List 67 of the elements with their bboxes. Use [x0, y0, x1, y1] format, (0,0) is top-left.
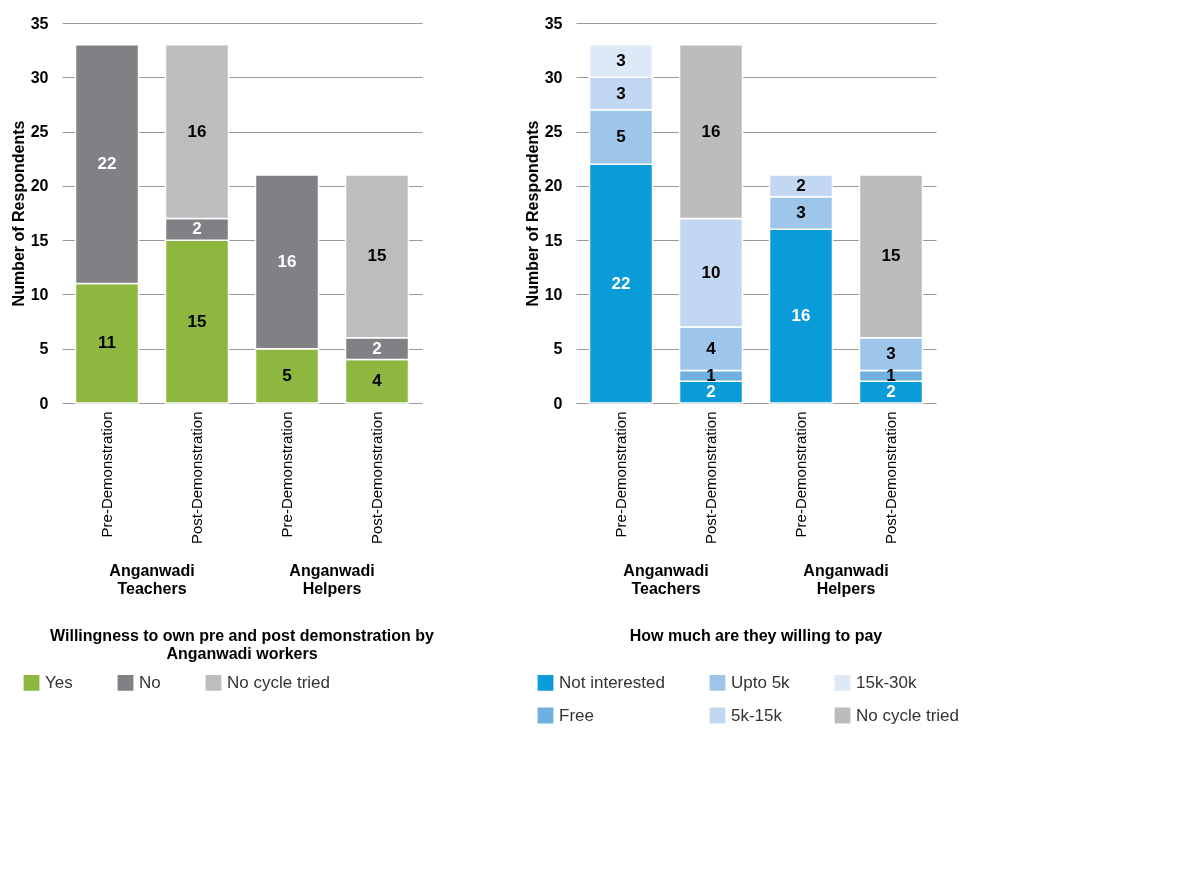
data-label: 15 — [367, 246, 387, 266]
y-axis-title: Number of Respondents — [523, 120, 541, 307]
x-tick-label: Pre-Demonstration — [278, 411, 295, 538]
data-label: 5 — [282, 365, 292, 385]
y-tick-label: 15 — [544, 231, 563, 249]
data-label: 22 — [611, 273, 631, 293]
data-label: 4 — [706, 338, 717, 358]
legend-label: No — [139, 672, 161, 692]
data-label: 2 — [706, 382, 716, 402]
data-label: 2 — [796, 175, 806, 195]
legend-label: No cycle tried — [227, 672, 330, 692]
data-label: 16 — [187, 121, 207, 141]
y-tick-label: 35 — [544, 14, 563, 32]
legend-label: Yes — [45, 672, 73, 692]
y-tick-label: 10 — [30, 285, 49, 303]
y-tick-label: 15 — [30, 231, 49, 249]
y-tick-label: 25 — [30, 123, 49, 141]
legend-label: 15k-30k — [856, 672, 917, 692]
x-tick-label: Pre-Demonstration — [98, 411, 115, 538]
data-label: 1 — [706, 365, 716, 385]
legend-label: Free — [559, 705, 594, 725]
data-label: 2 — [192, 219, 202, 239]
data-label: 1 — [886, 365, 896, 385]
data-label: 3 — [886, 344, 896, 364]
legend-label: No cycle tried — [856, 705, 959, 725]
data-label: 16 — [791, 306, 811, 326]
x-tick-label: Post-Demonstration — [368, 411, 385, 545]
y-tick-label: 5 — [553, 340, 563, 358]
text: Anganwadi Helpers — [803, 562, 889, 597]
y-tick-label: 30 — [544, 68, 563, 86]
x-tick-label: Post-Demonstration — [702, 411, 719, 545]
y-tick-label: 30 — [30, 68, 49, 86]
data-label: 3 — [616, 51, 626, 70]
data-label: 2 — [886, 382, 896, 402]
data-label: 22 — [97, 154, 117, 174]
data-label: 16 — [701, 121, 721, 141]
legend-label: Upto 5k — [731, 672, 791, 692]
y-axis-title: Number of Respondents — [9, 120, 27, 307]
x-tick-label: Pre-Demonstration — [612, 411, 629, 538]
y-tick-label: 5 — [39, 340, 49, 358]
text: Willingness to own pre and post demonstration by Anganwadi workers — [50, 627, 435, 662]
data-label: 5 — [616, 127, 626, 146]
data-label: 4 — [372, 371, 383, 391]
y-tick-label: 35 — [30, 14, 49, 32]
data-label: 15 — [881, 246, 901, 266]
legend-label: Not interested — [559, 672, 665, 692]
data-label: 10 — [701, 262, 721, 282]
y-tick-label: 0 — [39, 394, 49, 412]
text: Anganwadi Teachers — [109, 562, 195, 597]
y-tick-label: 0 — [553, 394, 563, 412]
data-label: 11 — [98, 333, 116, 353]
y-tick-label: 20 — [544, 177, 563, 195]
y-tick-label: 20 — [30, 177, 49, 195]
y-tick-label: 25 — [544, 123, 563, 141]
text: Anganwadi Helpers — [289, 562, 375, 597]
text: How much are they willing to pay — [629, 627, 883, 644]
x-tick-label: Pre-Demonstration — [792, 411, 809, 538]
data-label: 15 — [187, 311, 207, 331]
x-tick-label: Post-Demonstration — [882, 411, 899, 545]
x-tick-label: Post-Demonstration — [188, 411, 205, 545]
y-tick-label: 10 — [544, 285, 563, 303]
legend-label: 5k-15k — [731, 705, 783, 725]
data-label: 3 — [796, 203, 806, 222]
data-label: 3 — [616, 83, 626, 103]
data-label: 2 — [372, 338, 382, 358]
text: Anganwadi Teachers — [623, 562, 709, 597]
data-label: 16 — [277, 251, 297, 271]
